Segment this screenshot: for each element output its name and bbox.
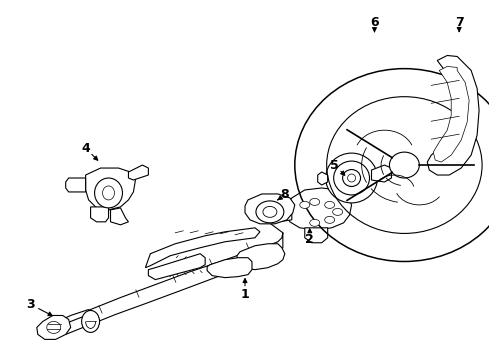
Polygon shape — [286, 188, 352, 230]
Polygon shape — [237, 244, 285, 270]
Text: 1: 1 — [241, 288, 249, 301]
Polygon shape — [56, 233, 283, 334]
Text: 8: 8 — [281, 188, 289, 202]
Ellipse shape — [256, 201, 284, 223]
Text: 2: 2 — [305, 233, 314, 246]
Polygon shape — [146, 228, 260, 268]
Polygon shape — [318, 172, 328, 185]
Polygon shape — [56, 310, 89, 328]
Ellipse shape — [325, 201, 335, 208]
Polygon shape — [128, 165, 148, 180]
Ellipse shape — [82, 310, 99, 332]
Text: 6: 6 — [370, 16, 379, 29]
Polygon shape — [66, 178, 86, 192]
Ellipse shape — [310, 198, 319, 206]
Ellipse shape — [263, 206, 277, 217]
Ellipse shape — [95, 178, 122, 208]
Polygon shape — [305, 228, 328, 243]
Ellipse shape — [343, 170, 361, 186]
Polygon shape — [275, 207, 292, 222]
Ellipse shape — [326, 153, 377, 203]
Ellipse shape — [333, 208, 343, 215]
Polygon shape — [207, 258, 252, 278]
Polygon shape — [371, 165, 392, 182]
Ellipse shape — [102, 186, 115, 200]
Polygon shape — [37, 315, 71, 339]
Polygon shape — [433, 67, 469, 162]
Polygon shape — [86, 168, 135, 210]
Ellipse shape — [334, 161, 369, 195]
Text: 7: 7 — [455, 16, 464, 29]
Polygon shape — [245, 194, 295, 224]
Text: 5: 5 — [330, 158, 339, 172]
Ellipse shape — [325, 216, 335, 223]
Ellipse shape — [310, 219, 319, 226]
Polygon shape — [427, 55, 479, 175]
Polygon shape — [111, 208, 128, 225]
Polygon shape — [148, 254, 205, 280]
Ellipse shape — [390, 152, 419, 178]
Polygon shape — [91, 207, 108, 222]
Text: 3: 3 — [26, 298, 35, 311]
Text: 4: 4 — [81, 141, 90, 155]
Ellipse shape — [347, 174, 356, 182]
Ellipse shape — [300, 201, 310, 208]
